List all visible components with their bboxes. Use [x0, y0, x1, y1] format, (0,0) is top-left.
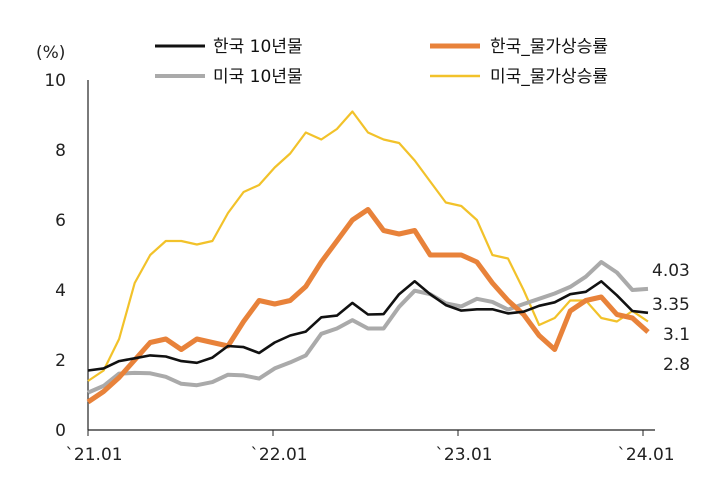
end-label-kr-10y: 3.35 — [652, 295, 690, 315]
legend-label-kr-10y: 한국 10년물 — [213, 37, 303, 57]
x-axis-ticks: `21.01 `22.01 `23.01 `24.01 — [65, 430, 675, 465]
y-tick-label: 0 — [55, 421, 66, 441]
end-value-labels: 4.03 3.35 3.1 2.8 — [652, 261, 690, 375]
x-tick-label: `24.01 — [617, 445, 674, 465]
x-tick-label: `22.01 — [250, 445, 307, 465]
series-line-kr-cpi — [86, 207, 650, 405]
series-line-us-cpi — [87, 110, 649, 382]
y-tick-label: 6 — [55, 211, 66, 231]
y-axis-ticks: 0 2 4 6 8 10 — [44, 71, 66, 441]
y-tick-label: 4 — [55, 281, 66, 301]
end-label-kr-cpi: 2.8 — [663, 355, 690, 375]
legend-label-us-10y: 미국 10년물 — [213, 67, 303, 87]
x-tick-label: `21.01 — [65, 445, 122, 465]
end-label-us-cpi: 3.1 — [663, 325, 690, 345]
legend-label-kr-cpi: 한국_물가상승률 — [490, 37, 608, 57]
legend: 한국 10년물 한국_물가상승률 미국 10년물 미국_물가상승률 — [155, 37, 608, 87]
legend-label-us-cpi: 미국_물가상승률 — [490, 67, 608, 87]
series-line-kr-10y — [87, 279, 649, 372]
y-tick-label: 2 — [55, 351, 66, 371]
y-axis-unit-label: (%) — [36, 43, 65, 63]
end-label-us-10y: 4.03 — [652, 261, 690, 281]
series-line-us-10y — [87, 260, 649, 395]
y-tick-label: 8 — [55, 141, 66, 161]
x-tick-label: `23.01 — [435, 445, 492, 465]
y-tick-label: 10 — [44, 71, 66, 91]
